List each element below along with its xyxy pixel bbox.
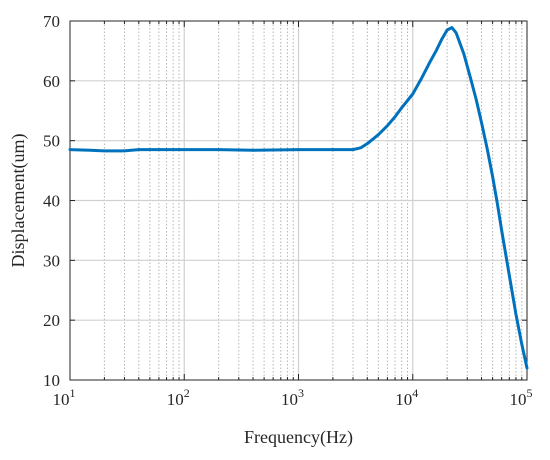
x-tick-label: 102 <box>167 386 190 409</box>
x-tick-label: 101 <box>53 386 76 409</box>
y-tick-label: 60 <box>43 72 60 91</box>
y-tick-label: 10 <box>43 371 60 390</box>
x-tick-label: 104 <box>395 386 418 409</box>
grid <box>70 21 527 380</box>
axis-ticks <box>69 20 528 381</box>
y-tick-label: 50 <box>43 132 60 151</box>
tick-labels: 101 102 103 104 105 10 20 30 40 50 60 70 <box>43 12 533 409</box>
y-tick-label: 20 <box>43 311 60 330</box>
y-tick-label: 30 <box>43 251 60 270</box>
y-tick-label: 40 <box>43 192 60 211</box>
y-tick-label: 70 <box>43 12 60 31</box>
series-layer <box>68 26 529 370</box>
x-axis-title: Frequency(Hz) <box>244 427 353 448</box>
y-axis-title: Displacement(um) <box>8 134 29 268</box>
series-line <box>68 26 529 370</box>
x-tick-label: 103 <box>281 386 304 409</box>
x-tick-label: 105 <box>510 386 533 409</box>
